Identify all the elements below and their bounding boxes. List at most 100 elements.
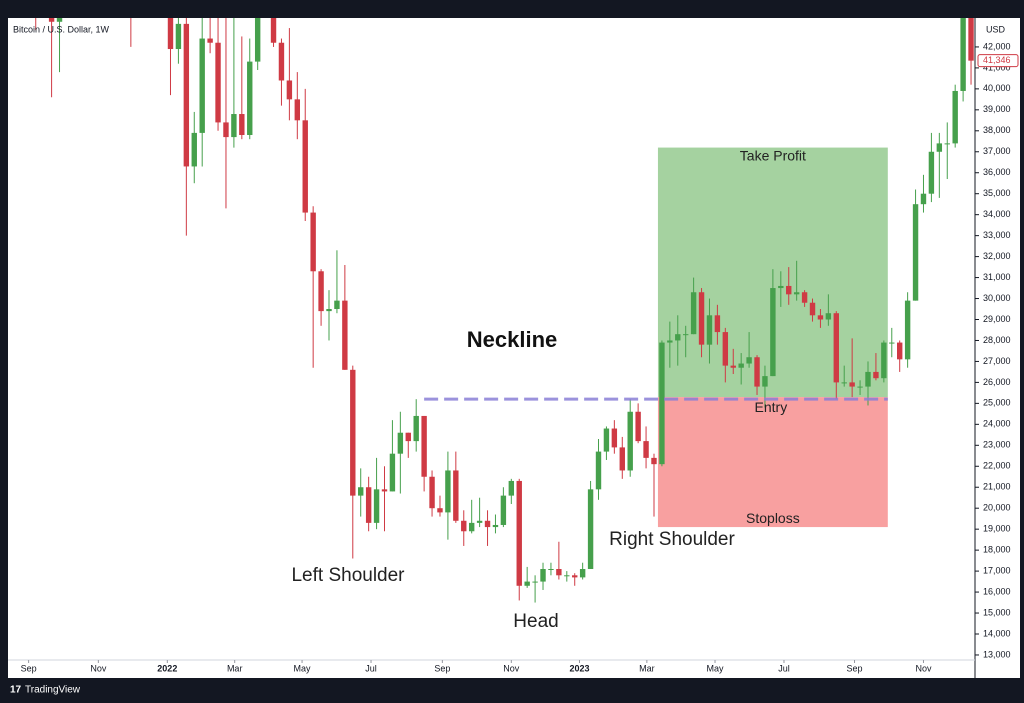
candle-body	[619, 447, 625, 471]
y-tick-label: 16,000	[983, 586, 1011, 596]
candle-body	[365, 487, 372, 523]
y-tick-label: 41,000	[983, 62, 1011, 72]
x-tick-label: May	[294, 663, 312, 673]
candle-body	[762, 376, 768, 387]
candle-body	[350, 369, 356, 496]
y-tick-label: 17,000	[983, 565, 1011, 575]
y-tick-label: 31,000	[983, 272, 1011, 282]
candle-body	[793, 292, 800, 295]
candle-body	[865, 371, 871, 387]
candle-body	[667, 340, 673, 343]
candle-body	[413, 415, 419, 442]
candle-body	[397, 432, 404, 454]
candle-body	[912, 204, 919, 301]
candle-body	[722, 332, 729, 366]
candle-body	[675, 334, 681, 341]
candle-body	[817, 315, 824, 320]
candle-body	[358, 487, 364, 496]
candle-body	[603, 428, 610, 452]
candle-body	[476, 520, 483, 523]
y-tick-label: 25,000	[983, 398, 1011, 408]
candle-body	[468, 522, 475, 532]
y-tick-label: 21,000	[983, 482, 1011, 492]
candle-body	[690, 292, 697, 335]
x-tick-label: Jul	[778, 663, 790, 673]
candle-body	[223, 122, 229, 138]
candle-body	[437, 508, 443, 513]
candle-body	[199, 38, 205, 133]
y-tick-label: 30,000	[983, 293, 1011, 303]
x-tick-label: Sep	[21, 663, 37, 673]
candle-body	[270, 18, 277, 43]
last-price-label: 41,346	[983, 55, 1011, 65]
candle-body	[611, 428, 618, 448]
y-tick-label: 39,000	[983, 104, 1011, 114]
candle-body	[318, 271, 324, 312]
candle-body	[730, 365, 736, 368]
x-tick-label: Nov	[915, 663, 932, 673]
candle-body	[254, 18, 261, 62]
candle-body	[48, 18, 55, 22]
candle-body	[373, 489, 380, 523]
candle-body	[572, 575, 578, 578]
candle-body	[635, 411, 641, 442]
candle-body	[833, 313, 839, 383]
candle-body	[492, 524, 499, 528]
y-tick-label: 15,000	[983, 607, 1011, 617]
candle-body	[770, 288, 776, 377]
candle-body	[239, 114, 245, 135]
y-tick-label: 23,000	[983, 440, 1011, 450]
candle-body	[778, 285, 784, 289]
candle-body	[825, 313, 832, 320]
candle-body	[56, 18, 63, 22]
candle-body	[445, 470, 451, 513]
candle-body	[524, 581, 530, 586]
candle-body	[936, 143, 943, 152]
candle-body	[556, 569, 562, 576]
candle-body	[310, 212, 316, 272]
candle-body	[564, 575, 570, 577]
candle-body	[500, 495, 507, 525]
plot-area	[35, 18, 974, 603]
x-tick-label: Mar	[227, 663, 243, 673]
y-tick-label: 28,000	[983, 335, 1011, 345]
entry-label: Entry	[755, 399, 788, 415]
candle-body	[342, 300, 348, 370]
candle-body	[928, 151, 935, 194]
stop-loss-zone	[657, 397, 888, 528]
candle-body	[191, 132, 197, 167]
candle-body	[889, 342, 895, 344]
candle-body	[286, 80, 293, 100]
y-tick-label: 34,000	[983, 209, 1011, 219]
candle-body	[175, 23, 182, 50]
candle-body	[714, 315, 721, 333]
candle-body	[247, 61, 253, 135]
candle-body	[920, 193, 927, 205]
annotation: Right Shoulder	[609, 529, 735, 550]
candle-body	[278, 42, 285, 81]
candle-body	[659, 342, 665, 465]
candle-body	[167, 18, 174, 50]
candle-body	[532, 581, 538, 583]
y-tick-label: 13,000	[983, 649, 1011, 659]
candle-body	[897, 342, 903, 360]
candle-body	[595, 451, 602, 490]
candle-body	[627, 411, 633, 471]
brand: 17 TradingView	[10, 685, 81, 696]
candle-body	[207, 38, 213, 43]
y-tick-label: 20,000	[983, 503, 1011, 513]
candle-body	[873, 371, 879, 379]
candle-body	[746, 357, 752, 364]
x-tick-label: May	[707, 663, 725, 673]
y-tick-label: 32,000	[983, 251, 1011, 261]
candle-body	[960, 18, 966, 91]
x-tick-label: Nov	[503, 663, 520, 673]
y-tick-label: 27,000	[983, 356, 1011, 366]
candle-body	[508, 480, 515, 496]
candle-body	[682, 334, 689, 336]
candle-body	[651, 457, 657, 465]
y-tick-label: 19,000	[983, 524, 1011, 534]
last-price-tag	[977, 54, 1019, 68]
y-tick-label: 18,000	[983, 545, 1011, 555]
candle-body	[183, 23, 190, 167]
